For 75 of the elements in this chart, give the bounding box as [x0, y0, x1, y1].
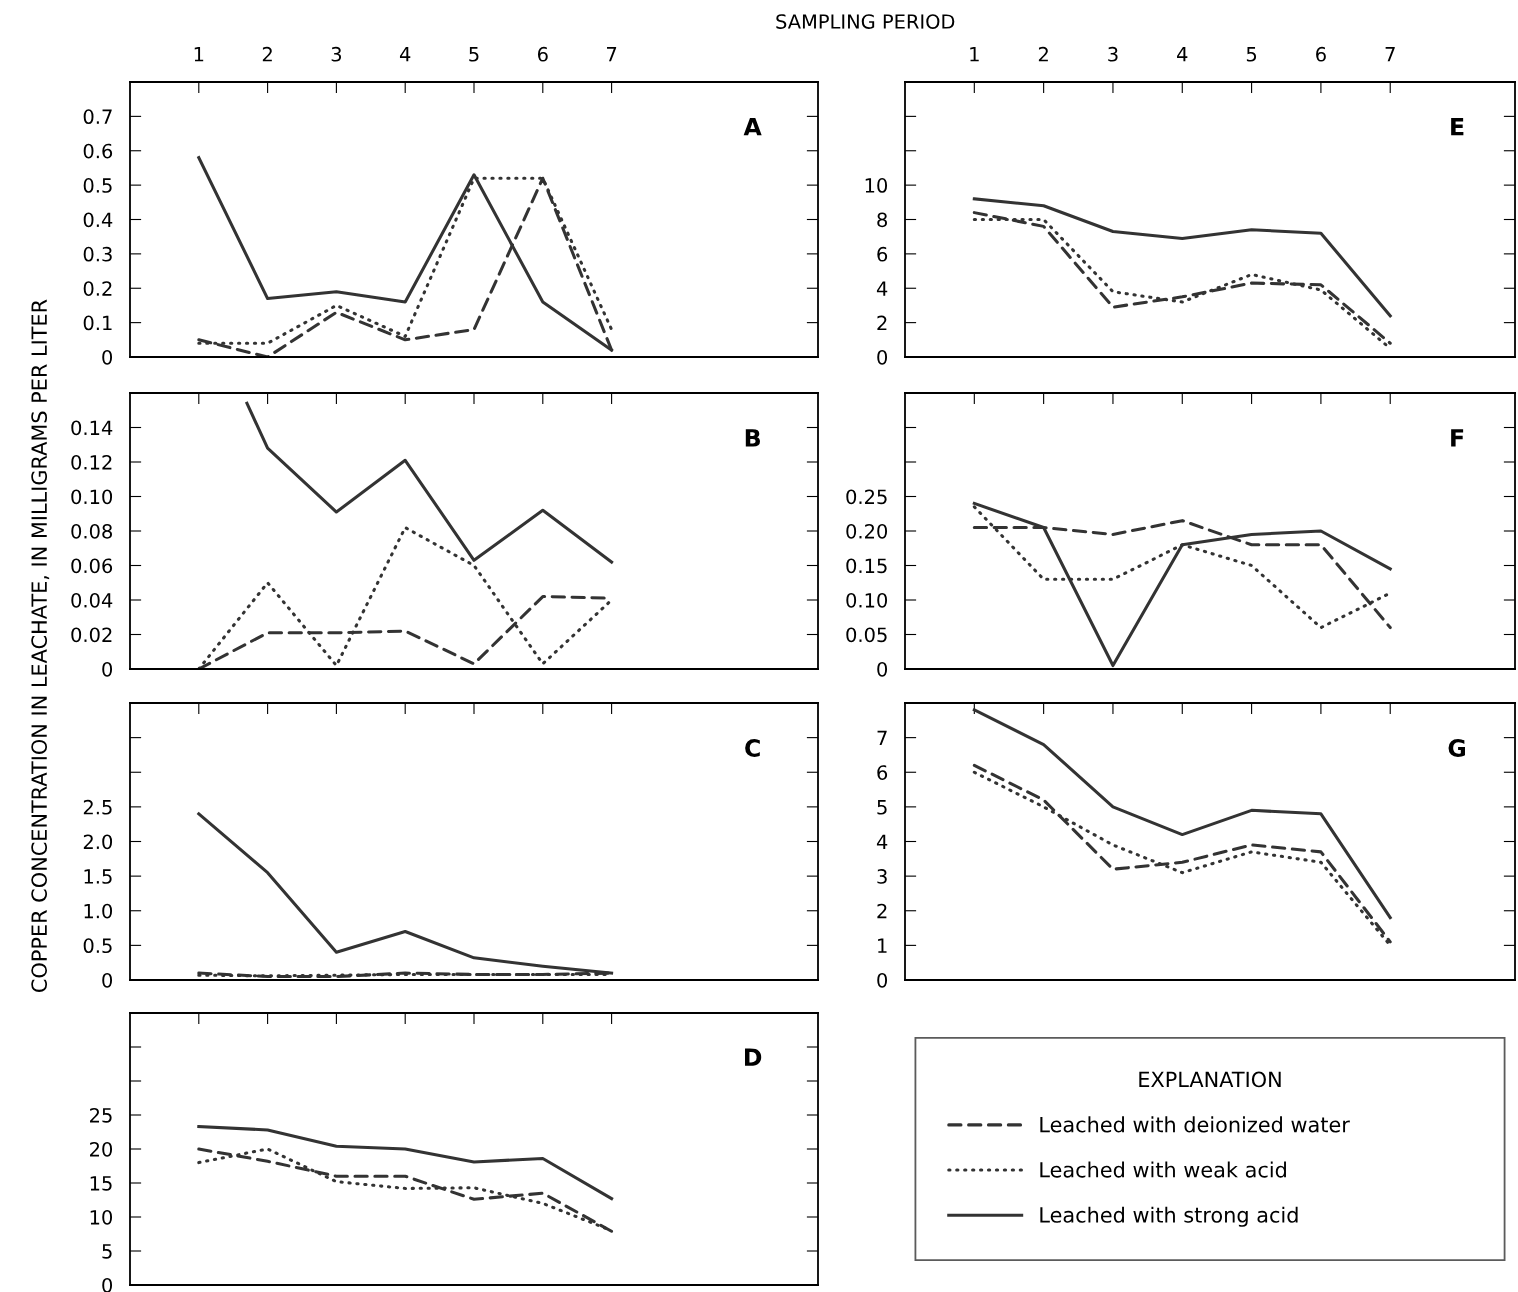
- x-tick-label: 1: [194, 47, 204, 62]
- y-axis-title: COPPER CONCENTRATION IN LEACHATE, IN MILLIGRAMS PER LITER: [31, 299, 50, 992]
- y-tick-label: 0.3: [83, 246, 112, 262]
- y-tick-label: 8: [877, 212, 887, 228]
- y-tick-label: 0.5: [83, 178, 112, 193]
- x-tick-label: 6: [537, 46, 548, 62]
- y-tick-label: 7: [877, 730, 887, 746]
- y-tick-label: 10: [90, 1209, 113, 1225]
- y-tick-label: 0.5: [83, 938, 112, 954]
- y-tick-label: 0.05: [846, 627, 887, 643]
- y-tick-label: 0: [102, 349, 113, 365]
- text: A: [743, 118, 762, 136]
- legend-title: EXPLANATION: [1139, 1071, 1281, 1088]
- y-tick-label: 0: [102, 1277, 113, 1292]
- y-tick-label: 0.06: [71, 558, 113, 574]
- y-tick-label: 0.10: [71, 489, 113, 505]
- x-tick-label: 1: [970, 47, 979, 62]
- y-tick-label: 2: [877, 315, 887, 331]
- y-tick-label: 0.10: [846, 592, 888, 608]
- y-tick-label: 6: [877, 246, 888, 262]
- y-tick-label: 2: [877, 903, 887, 919]
- y-tick-label: 0.15: [846, 558, 887, 574]
- x-tick-label: 2: [1038, 46, 1048, 62]
- y-tick-label: 5: [877, 800, 887, 815]
- y-tick-label: 3: [877, 869, 887, 884]
- y-tick-label: 0: [877, 972, 888, 988]
- y-tick-label: 0: [102, 661, 113, 677]
- x-tick-label: 2: [262, 46, 272, 62]
- y-tick-label: 0.12: [71, 454, 112, 470]
- y-tick-label: 1: [878, 938, 887, 953]
- x-axis-title: SAMPLING PERIOD: [776, 14, 955, 29]
- text: D: [745, 1048, 762, 1066]
- x-tick-label: 4: [1177, 47, 1188, 62]
- y-tick-label: 1.5: [84, 869, 112, 884]
- y-tick-label: 0.7: [83, 109, 112, 125]
- y-tick-label: 0.04: [71, 592, 113, 608]
- y-tick-label: 0.02: [71, 627, 112, 643]
- y-tick-label: 0.14: [71, 420, 113, 436]
- y-tick-label: 15: [90, 1176, 112, 1191]
- x-tick-label: 7: [1385, 47, 1395, 62]
- y-tick-label: 0.2: [83, 281, 112, 296]
- legend-label: Leached with deionized water: [1040, 1116, 1350, 1133]
- y-tick-label: 0.25: [846, 489, 887, 505]
- y-tick-label: 4: [876, 834, 888, 849]
- y-tick-label: 4: [876, 281, 888, 296]
- text: F: [1451, 429, 1464, 447]
- y-tick-label: 6: [877, 765, 888, 780]
- x-tick-label: 6: [1316, 46, 1326, 62]
- text: B: [745, 429, 760, 447]
- text: C: [745, 739, 760, 757]
- y-tick-label: 10: [865, 178, 888, 193]
- y-tick-label: 0.20: [846, 523, 888, 539]
- y-tick-label: 20: [90, 1141, 113, 1157]
- y-tick-label: 5: [102, 1244, 112, 1259]
- y-tick-label: 0.4: [83, 212, 113, 228]
- y-tick-label: 2.5: [83, 799, 112, 815]
- y-tick-label: 0: [877, 349, 888, 365]
- y-tick-label: 0.1: [83, 315, 112, 331]
- y-tick-label: 2.0: [83, 834, 113, 850]
- legend-label: Leached with weak acid: [1040, 1161, 1286, 1178]
- text: G: [1448, 739, 1465, 757]
- y-tick-label: 0.6: [83, 143, 113, 159]
- y-tick-label: 0: [102, 972, 113, 988]
- y-tick-label: 25: [90, 1107, 112, 1123]
- x-tick-label: 3: [1108, 46, 1118, 62]
- x-tick-label: 5: [1246, 47, 1257, 62]
- x-tick-label: 4: [399, 47, 411, 62]
- x-tick-label: 3: [331, 46, 342, 62]
- y-tick-label: 0: [877, 661, 888, 677]
- x-tick-label: 7: [607, 47, 617, 62]
- y-tick-label: 0.08: [71, 523, 112, 539]
- text: E: [1451, 118, 1464, 136]
- y-tick-label: 1.0: [84, 903, 113, 919]
- legend-label: Leached with strong acid: [1040, 1206, 1298, 1227]
- x-tick-label: 5: [469, 47, 479, 62]
